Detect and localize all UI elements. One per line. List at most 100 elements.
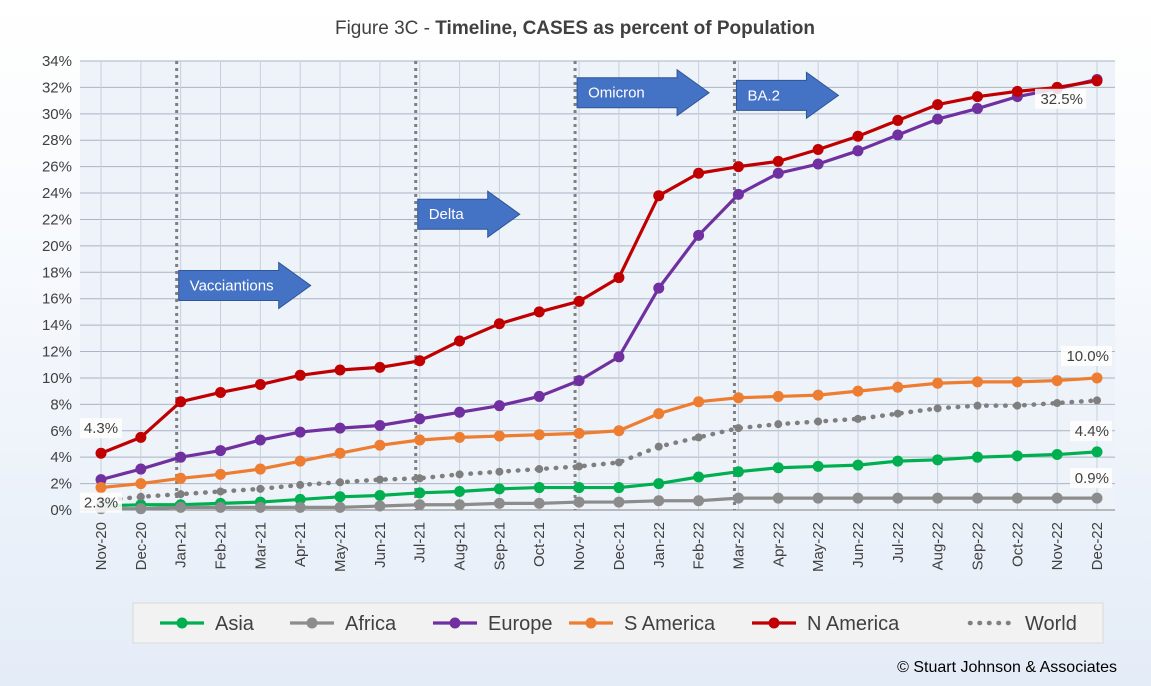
data-label: 0.9%	[1075, 470, 1109, 487]
point-world	[973, 401, 982, 410]
y-tick-label: 18%	[42, 264, 72, 281]
x-tick-label: Jul-22	[890, 522, 907, 563]
point-n-america	[254, 379, 266, 391]
point-world	[774, 420, 783, 429]
point-s-america	[932, 377, 944, 389]
point-s-america	[1051, 375, 1063, 387]
x-tick-label: Nov-21	[571, 522, 588, 570]
point-africa	[533, 497, 545, 509]
y-tick-label: 6%	[50, 423, 72, 440]
x-tick-label: Nov-22	[1049, 522, 1066, 570]
point-asia	[772, 462, 784, 474]
point-asia	[852, 459, 864, 471]
point-asia	[374, 489, 386, 501]
point-s-america	[215, 468, 227, 480]
x-tick-label: Apr-21	[292, 522, 309, 567]
point-africa	[732, 492, 744, 504]
legend-marker-europe	[449, 617, 461, 629]
point-n-america	[374, 361, 386, 373]
x-tick-label: May-21	[332, 522, 349, 572]
series-line-europe	[100, 77, 1098, 482]
point-world	[415, 474, 424, 483]
y-tick-label: 0%	[50, 502, 72, 519]
x-tick-label: Jul-21	[412, 522, 429, 563]
point-asia	[693, 471, 705, 483]
point-europe	[135, 463, 147, 475]
point-asia	[732, 466, 744, 478]
point-europe	[852, 145, 864, 157]
x-tick-label: Sep-22	[969, 522, 986, 570]
event-arrow-label: BA.2	[747, 87, 780, 104]
point-s-america	[732, 392, 744, 404]
series-line-asia	[100, 450, 1098, 508]
y-tick-label: 12%	[42, 344, 72, 361]
point-n-america	[772, 155, 784, 167]
event-arrow-label: Delta	[429, 206, 465, 223]
y-tick-label: 22%	[42, 211, 72, 228]
point-n-america	[493, 318, 505, 330]
chart-title: Figure 3C - Timeline, CASES as percent o…	[335, 18, 815, 39]
copyright: © Stuart Johnson & Associates	[897, 659, 1117, 676]
event-arrow	[178, 261, 312, 310]
y-tick-label: 26%	[42, 159, 72, 176]
point-europe	[294, 426, 306, 438]
y-tick-label: 24%	[42, 185, 72, 202]
legend-marker-n-america	[768, 617, 780, 629]
x-tick-label: Jan-22	[651, 522, 668, 568]
point-world	[455, 470, 464, 479]
point-world	[814, 417, 823, 426]
point-n-america	[135, 431, 147, 443]
point-africa	[334, 501, 346, 513]
point-africa	[1091, 492, 1103, 504]
point-s-america	[653, 408, 665, 420]
x-tick-label: Oct-22	[1009, 522, 1026, 567]
point-n-america	[294, 369, 306, 381]
point-s-america	[334, 447, 346, 459]
point-s-america	[454, 431, 466, 443]
data-label-bg	[80, 418, 122, 439]
point-n-america	[812, 143, 824, 155]
point-asia	[493, 483, 505, 495]
point-s-america	[613, 425, 625, 437]
data-label: 10.0%	[1066, 348, 1109, 365]
point-africa	[1051, 492, 1063, 504]
point-n-america	[613, 272, 625, 284]
point-world	[256, 484, 265, 493]
data-label: 4.3%	[84, 420, 118, 437]
chart-title-prefix: Figure 3C -	[335, 18, 435, 39]
point-asia	[653, 478, 665, 490]
point-africa	[772, 492, 784, 504]
x-tick-label: Mar-22	[730, 522, 747, 570]
legend-label-africa: Africa	[345, 613, 397, 635]
x-tick-label: Nov-20	[93, 522, 110, 570]
series-line-world	[98, 398, 1100, 504]
x-tick-label: May-22	[810, 522, 827, 572]
point-n-america	[573, 295, 585, 307]
point-s-america	[772, 390, 784, 402]
point-europe	[334, 422, 346, 434]
point-asia	[414, 487, 426, 499]
point-asia	[294, 493, 306, 505]
point-europe	[533, 390, 545, 402]
point-world	[734, 424, 743, 433]
legend-label-world: World	[1025, 613, 1077, 635]
data-label: 2.3%	[84, 495, 118, 512]
point-n-america	[852, 130, 864, 142]
point-africa	[414, 499, 426, 511]
x-tick-label: Dec-21	[611, 522, 628, 570]
point-asia	[613, 482, 625, 494]
x-tick-label: Oct-21	[531, 522, 548, 567]
chart-title-bold: Timeline, CASES as percent of Population	[435, 18, 815, 39]
point-asia	[812, 460, 824, 472]
y-tick-label: 28%	[42, 132, 72, 149]
point-africa	[892, 492, 904, 504]
point-europe	[95, 474, 107, 486]
point-asia	[454, 486, 466, 498]
point-world	[216, 487, 225, 496]
point-europe	[653, 282, 665, 294]
point-europe	[215, 445, 227, 457]
point-world	[853, 414, 862, 423]
legend-marker-s-america	[585, 617, 597, 629]
y-tick-label: 8%	[50, 396, 72, 413]
